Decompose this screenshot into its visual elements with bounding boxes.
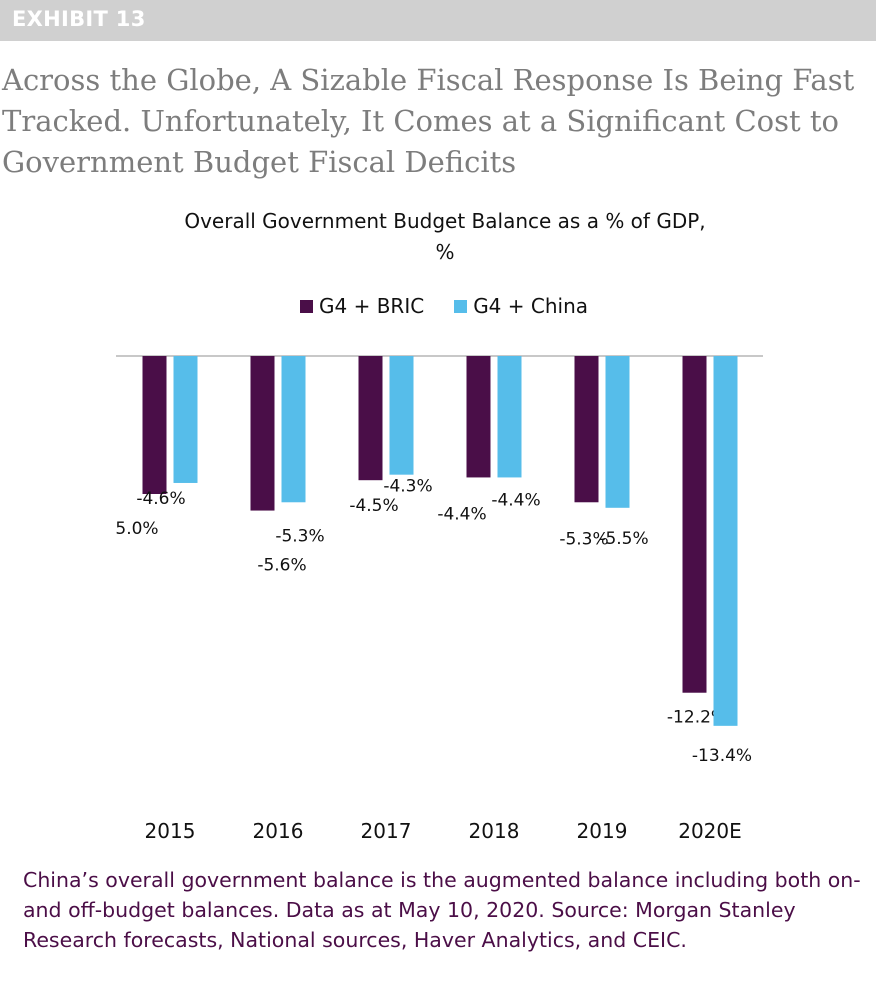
headline: Across the Globe, A Sizable Fiscal Respo… bbox=[2, 63, 855, 179]
data-label-g4-bric-2018: -4.4% bbox=[437, 504, 486, 524]
data-label-g4-china-2019: -5.5% bbox=[599, 529, 648, 549]
legend-label-g4-china: G4 + China bbox=[473, 294, 589, 318]
bar-g4-bric-2015 bbox=[142, 356, 167, 494]
legend-swatch-g4-china bbox=[454, 299, 468, 313]
legend-swatch-g4-bric bbox=[300, 299, 313, 313]
bar-g4-bric-2017 bbox=[358, 356, 383, 481]
category-label-2018: 2018 bbox=[469, 819, 520, 843]
footnote: China’s overall government balance is th… bbox=[23, 868, 861, 952]
legend-item-g4-china: G4 + China bbox=[454, 294, 588, 318]
bar-g4-china-2015 bbox=[173, 356, 198, 483]
bar-g4-china-2018 bbox=[497, 356, 522, 478]
exhibit-header: EXHIBIT 13 bbox=[0, 0, 876, 41]
data-label-g4-china-2018: -4.4% bbox=[491, 490, 540, 510]
data-label-g4-china-2020e: -13.4% bbox=[692, 746, 752, 766]
legend-label-g4-bric: G4 + BRIC bbox=[319, 294, 425, 318]
bar-g4-china-2016 bbox=[281, 356, 306, 503]
data-label-g4-china-2017: -4.3% bbox=[383, 477, 432, 497]
data-label-g4-china-2016: -5.3% bbox=[275, 526, 324, 546]
bar-g4-china-2019 bbox=[605, 356, 630, 508]
data-label-g4-china-2015: -4.6% bbox=[136, 489, 185, 509]
data-label-g4-bric-2015: 5.0% bbox=[115, 519, 158, 539]
exhibit-label: EXHIBIT 13 bbox=[12, 7, 146, 31]
category-label-2016: 2016 bbox=[253, 819, 304, 843]
bar-g4-china-2017 bbox=[389, 356, 414, 475]
bar-g4-bric-2020e bbox=[682, 356, 707, 693]
chart-subtitle: % bbox=[435, 240, 455, 264]
legend-item-g4-bric: G4 + BRIC bbox=[300, 294, 424, 318]
chart-title-block: Overall Government Budget Balance as a %… bbox=[0, 206, 880, 268]
bar-chart: 5.0% -4.6% 2015 -5.6% -5.3% 2016 -4.5%-4.3% 201… bbox=[115, 355, 763, 843]
bar-g4-bric-2019 bbox=[574, 356, 599, 503]
bar-g4-china-2020e bbox=[713, 356, 738, 726]
category-label-2017: 2017 bbox=[361, 819, 412, 843]
data-label-g4-bric-2017: -4.5% bbox=[349, 496, 398, 516]
data-label-g4-bric-2019: -5.3% bbox=[559, 529, 608, 549]
category-label-2015: 2015 bbox=[145, 819, 196, 843]
category-label-2020e: 2020E bbox=[678, 819, 742, 843]
bar-g4-bric-2018 bbox=[466, 356, 491, 478]
category-label-2019: 2019 bbox=[577, 819, 628, 843]
bar-g4-bric-2016 bbox=[250, 356, 275, 511]
data-label-g4-bric-2020e: -12.2% bbox=[667, 708, 727, 728]
chart-legend: G4 + BRIC G4 + China bbox=[300, 292, 618, 320]
data-label-g4-bric-2016: -5.6% bbox=[257, 556, 306, 576]
chart-title: Overall Government Budget Balance as a %… bbox=[184, 209, 706, 233]
